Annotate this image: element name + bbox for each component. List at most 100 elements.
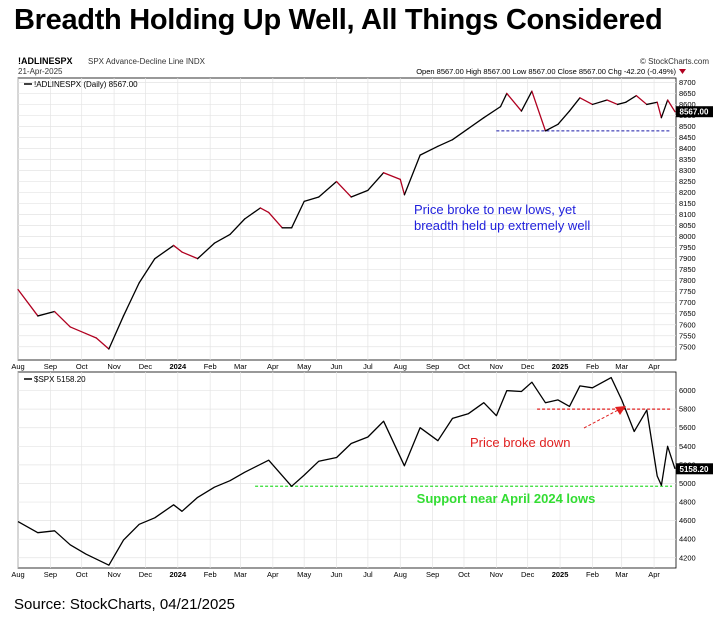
x-tick-label: Mar <box>234 570 247 579</box>
y-tick-label: 8200 <box>679 188 696 197</box>
x-tick-label: Dec <box>521 362 535 371</box>
x-tick-label: Sep <box>426 362 439 371</box>
breadth-line-series <box>17 90 676 350</box>
breadth-line-segment <box>108 315 125 350</box>
breadth-line-segment <box>154 244 175 260</box>
spx-panel <box>17 371 677 569</box>
breadth-line-segment <box>437 139 454 147</box>
y-tick-label: 8650 <box>679 89 696 98</box>
breadth-y-axis: 7500 7550 7600 7650 7700 7750 7800 7850 7900 7950… <box>679 78 696 351</box>
breadth-gridlines <box>17 78 676 360</box>
y-tick-label: 8300 <box>679 166 696 175</box>
x-tick-label: Feb <box>204 362 217 371</box>
x-tick-label: May <box>297 362 311 371</box>
y-tick-label: 4800 <box>679 498 696 507</box>
breadth-line-segment <box>656 101 663 119</box>
x-tick-label: Jul <box>363 570 373 579</box>
breadth-line-segment <box>122 282 140 317</box>
breadth-line-segment <box>451 128 469 141</box>
chart-date: 21-Apr-2025 <box>18 67 63 76</box>
y-tick-label: 8450 <box>679 133 696 142</box>
breadth-last-value-badge: 8567.00 <box>676 106 713 118</box>
x-tick-label: Feb <box>586 570 599 579</box>
y-tick-label: 7750 <box>679 287 696 296</box>
x-tick-label: 2025 <box>552 362 569 371</box>
y-tick-label: 5800 <box>679 405 696 414</box>
y-tick-label: 5000 <box>679 479 696 488</box>
y-tick-label: 8150 <box>679 199 696 208</box>
breadth-line-segment <box>419 145 439 156</box>
y-tick-label: 8000 <box>679 232 696 241</box>
y-tick-label: 4400 <box>679 535 696 544</box>
support-annotation: Support near April 2024 lows <box>416 491 596 506</box>
breadth-line-segment <box>382 172 401 180</box>
stockcharts-figure: !ADLINESPX SPX Advance-Decline Line INDX… <box>11 56 713 579</box>
x-tick-label: Aug <box>394 570 407 579</box>
y-tick-label: 7500 <box>679 342 696 351</box>
down-arrow-icon <box>679 69 686 74</box>
headline: Breadth Holding Up Well, All Things Cons… <box>14 4 663 36</box>
breadth-line-segment <box>666 99 676 113</box>
breadth-annotation: Price broke to new lows, yet breadth hel… <box>414 202 591 233</box>
breadth-line-segment <box>85 332 97 339</box>
x-tick-label: Apr <box>267 570 279 579</box>
y-tick-label: 5600 <box>679 423 696 432</box>
breadth-line-segment <box>467 117 485 130</box>
spx-legend: $SPX 5158.20 <box>24 375 86 384</box>
x-tick-label: Jun <box>331 362 343 371</box>
breadth-line-segment <box>53 310 71 328</box>
x-tick-label: Dec <box>139 570 153 579</box>
breadth-line-segment <box>259 207 270 214</box>
y-tick-label: 8250 <box>679 177 696 186</box>
breadth-line-segment <box>95 337 110 350</box>
breadth-legend: !ADLINESPX (Daily) 8567.00 <box>24 80 138 89</box>
breadth-x-axis: Aug Sep Oct Nov Dec 2024 Feb Mar Apr May Jun Jul Aug… <box>11 362 660 371</box>
breadth-line-segment <box>290 200 305 229</box>
y-tick-label: 8700 <box>679 78 696 87</box>
x-tick-label: Sep <box>44 570 57 579</box>
breakdown-annotation: Price broke down <box>470 435 570 450</box>
breadth-line-segment <box>499 92 508 108</box>
breadth-line-segment <box>568 97 581 112</box>
breadth-line-segment <box>335 180 352 198</box>
x-tick-label: Mar <box>615 362 628 371</box>
arrow-head-icon <box>615 406 626 415</box>
y-tick-label: 4200 <box>679 553 696 562</box>
spx-line-series <box>17 376 676 566</box>
breadth-line-segment <box>591 99 608 106</box>
x-tick-label: Apr <box>267 362 279 371</box>
breadth-line-segment <box>172 244 183 253</box>
y-tick-label: 7700 <box>679 298 696 307</box>
y-tick-label: 6000 <box>679 386 696 395</box>
y-tick-label: 7600 <box>679 320 696 329</box>
breadth-line-segment <box>616 101 627 106</box>
breadth-line-segment <box>17 288 39 317</box>
spx-last-value: 5158.20 <box>680 465 709 474</box>
spx-last-value-badge: 5158.20 <box>676 463 713 475</box>
breadth-line-segment <box>520 90 533 112</box>
spx-gridlines <box>17 372 676 568</box>
breadth-last-value: 8567.00 <box>680 108 709 117</box>
breadth-line-segment <box>403 154 421 196</box>
breadth-legend-label: !ADLINESPX (Daily) 8567.00 <box>34 80 138 89</box>
breadth-line-segment <box>367 172 385 192</box>
breadth-annotation-box: Price broke to new lows, yet breadth hel… <box>414 202 591 233</box>
breadth-line-segment <box>483 105 502 119</box>
x-tick-label: Nov <box>490 362 504 371</box>
x-tick-label: Mar <box>234 362 247 371</box>
x-tick-label: Aug <box>11 362 24 371</box>
breadth-line-segment <box>303 196 320 203</box>
stockcharts-brand: © StockCharts.com <box>640 57 709 66</box>
breadth-line-segment <box>579 97 594 106</box>
y-tick-label: 8350 <box>679 155 696 164</box>
x-tick-label: Nov <box>107 362 121 371</box>
breadth-line-segment <box>37 310 56 317</box>
breadth-panel <box>17 77 677 361</box>
x-tick-label: Oct <box>458 362 471 371</box>
breadth-line-segment <box>625 94 637 103</box>
y-tick-label: 8500 <box>679 122 696 131</box>
x-tick-label: Oct <box>76 570 89 579</box>
x-tick-label: 2024 <box>169 570 187 579</box>
x-tick-label: Oct <box>458 570 471 579</box>
y-tick-label: 7650 <box>679 309 696 318</box>
